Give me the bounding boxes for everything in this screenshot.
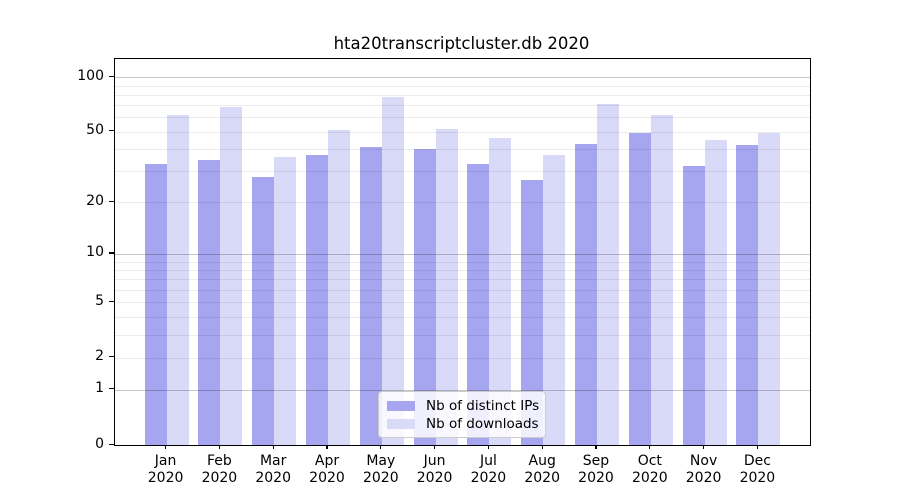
y-tick-label: 1 — [95, 380, 104, 397]
gridline — [115, 105, 810, 107]
y-tick-mark — [109, 130, 114, 132]
plot-area — [114, 58, 811, 446]
y-tick-mark — [109, 356, 114, 358]
bar-downloads — [220, 106, 243, 445]
x-tick-label: Nov 2020 — [685, 453, 722, 486]
y-tick-mark — [109, 388, 114, 390]
legend-label: Nb of downloads — [426, 416, 539, 432]
y-tick-label: 0 — [95, 435, 104, 452]
bar-distinct-ips — [359, 147, 382, 445]
x-tick-mark — [649, 445, 651, 449]
y-tick-label: 5 — [95, 292, 104, 309]
x-tick-mark — [326, 445, 328, 449]
bar-distinct-ips — [144, 164, 167, 445]
y-tick-label: 10 — [86, 244, 104, 261]
x-tick-mark — [434, 445, 436, 449]
x-tick-mark — [703, 445, 705, 449]
x-tick-label: Feb 2020 — [201, 453, 238, 486]
x-tick-label: Aug 2020 — [524, 453, 560, 486]
x-tick-label: Jun 2020 — [416, 453, 453, 486]
x-tick-label: Apr 2020 — [309, 453, 345, 486]
x-tick-mark — [541, 445, 543, 449]
x-tick-label: Dec 2020 — [739, 453, 776, 486]
bar-distinct-ips — [467, 164, 490, 445]
x-tick-label: May 2020 — [362, 453, 399, 486]
x-tick-label: Oct 2020 — [631, 453, 668, 486]
y-tick-label: 100 — [77, 67, 104, 84]
y-tick-mark — [109, 443, 114, 445]
x-tick-mark — [595, 445, 597, 449]
bar-distinct-ips — [575, 143, 597, 445]
chart-title: hta20transcriptcluster.db 2020 — [333, 34, 590, 53]
x-tick-mark — [380, 445, 382, 449]
legend: Nb of distinct IPs Nb of downloads — [378, 391, 546, 438]
x-tick-mark — [487, 445, 489, 449]
gridline — [115, 94, 810, 96]
bar-distinct-ips — [306, 155, 328, 445]
bar-downloads — [489, 138, 512, 445]
bar-distinct-ips — [252, 176, 275, 445]
bar-downloads — [597, 104, 619, 445]
bar-downloads — [543, 155, 566, 445]
gridline — [115, 77, 810, 79]
legend-label: Nb of distinct IPs — [426, 398, 540, 414]
x-tick-mark — [272, 445, 274, 449]
y-tick-mark — [109, 200, 114, 203]
bar-distinct-ips — [682, 166, 705, 445]
y-tick-label: 50 — [86, 122, 104, 139]
x-tick-mark — [218, 445, 220, 449]
gridline — [115, 117, 810, 119]
legend-swatch-downloads — [387, 419, 415, 429]
gridline — [115, 85, 810, 87]
bar-distinct-ips — [413, 149, 436, 445]
legend-swatch-distinct-ips — [387, 401, 415, 411]
bar-downloads — [758, 133, 781, 445]
y-tick-mark — [109, 252, 114, 254]
bar-distinct-ips — [628, 133, 651, 445]
x-tick-label: Mar 2020 — [255, 453, 291, 486]
bar-downloads — [274, 157, 297, 445]
y-tick-mark — [109, 75, 114, 77]
gridline — [115, 131, 810, 133]
y-tick-mark — [109, 300, 114, 302]
legend-item: Nb of distinct IPs — [387, 397, 540, 415]
bar-downloads — [381, 96, 404, 445]
x-tick-label: Jul 2020 — [470, 453, 507, 486]
bar-downloads — [328, 130, 350, 445]
bar-downloads — [166, 114, 189, 445]
bar-downloads — [650, 114, 673, 445]
bar-distinct-ips — [736, 145, 759, 445]
legend-item: Nb of downloads — [387, 415, 539, 433]
bar-downloads — [704, 139, 727, 445]
bar-distinct-ips — [198, 159, 221, 445]
x-tick-mark — [756, 445, 758, 449]
y-tick-label: 2 — [95, 348, 104, 364]
x-tick-label: Sep 2020 — [578, 453, 614, 486]
x-tick-mark — [165, 445, 167, 449]
y-tick-label: 20 — [86, 192, 104, 209]
bar-distinct-ips — [521, 179, 544, 445]
bar-downloads — [435, 128, 458, 445]
x-tick-label: Jan 2020 — [147, 453, 184, 486]
